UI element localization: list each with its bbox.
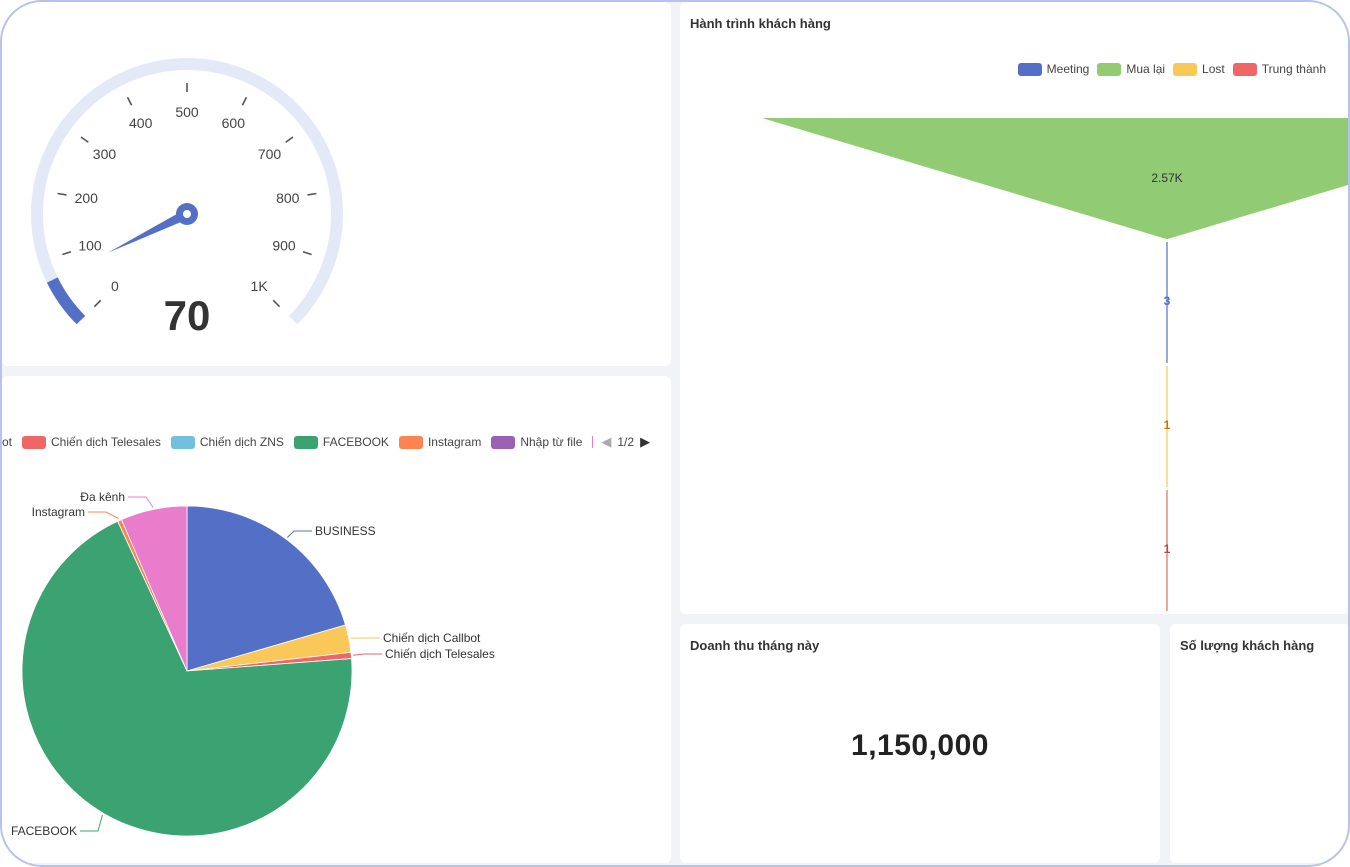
funnel-label: 2.57K — [1151, 171, 1182, 185]
funnel-label: 1 — [1164, 542, 1171, 556]
funnel-label: 3 — [1164, 294, 1171, 308]
journey-card: Hành trình khách hàng Meeting Mua lại Lost… — [680, 2, 1348, 614]
gauge-tick — [62, 250, 72, 256]
legend-swatch — [170, 435, 195, 449]
customer-count-card: Số lượng khách hàng — [1170, 624, 1348, 863]
gauge-tick-label: 900 — [272, 238, 296, 254]
legend-swatch — [22, 435, 47, 449]
journey-legend-item[interactable]: Meeting — [1017, 62, 1090, 76]
legend-swatch — [293, 435, 318, 449]
legend-label: ot — [2, 435, 13, 449]
legend-label: Instagram — [427, 435, 482, 449]
gauge-tick-label: 600 — [222, 115, 246, 131]
journey-title: Hành trình khách hàng — [690, 16, 831, 31]
pie-label-line — [353, 653, 382, 656]
pie-legend: ot Chiến dịch Telesales Chiến dịch ZNS FACE… — [2, 433, 650, 451]
gauge-tick — [80, 136, 89, 143]
gauge-tick — [126, 96, 133, 106]
gauge-tick-label: 1K — [251, 278, 269, 294]
gauge-tick-label: 800 — [276, 190, 300, 206]
journey-legend: Meeting Mua lại Lost Trung thành — [1017, 62, 1334, 76]
gauge-tick-label: 700 — [258, 146, 282, 162]
funnel-segment — [1166, 490, 1168, 611]
pie-label-line — [128, 496, 154, 508]
source-pie-chart: BUSINESS Chiến dịch Callbot Chiến dịch Tel… — [11, 490, 495, 838]
legend-page: 1/2 — [617, 435, 635, 449]
pie-legend-item[interactable]: FACEBOOK — [293, 435, 389, 449]
pie-slice-label: Instagram — [32, 505, 85, 519]
funnel-segment — [762, 118, 1348, 239]
gauge-tick — [285, 136, 294, 143]
source-pie-card: ot Chiến dịch Telesales Chiến dịch ZNS FACE… — [2, 376, 671, 863]
legend-swatch — [1097, 62, 1122, 76]
pie-label-line — [80, 814, 103, 832]
legend-next-icon[interactable]: ▶ — [640, 434, 651, 449]
legend-swatch — [398, 435, 423, 449]
gauge-tick-label: 0 — [111, 278, 119, 294]
gauge-pointer — [107, 209, 190, 253]
pie-slice-label: BUSINESS — [315, 524, 376, 538]
gauge-tick — [272, 299, 281, 308]
gauge-tick-label: 200 — [75, 190, 99, 206]
gauge-tick — [241, 96, 248, 106]
gauge-tick — [57, 192, 67, 196]
gauge-chart: 0 100 200 300 400 500 600 700 800 900 1K — [31, 58, 343, 325]
legend-label: Chiến dịch Telesales — [51, 435, 161, 449]
legend-swatch — [1232, 62, 1257, 76]
legend-prev-icon[interactable]: ◀ — [601, 434, 612, 449]
pie-slice-label: Chiến dịch Callbot — [383, 631, 481, 645]
legend-swatch — [1173, 62, 1198, 76]
pie-legend-item[interactable]: Chiến dịch ZNS — [170, 435, 284, 449]
customer-count-title: Số lượng khách hàng — [1180, 638, 1315, 653]
pie-label-line — [88, 511, 119, 520]
funnel-label: 1 — [1164, 418, 1171, 432]
legend-label: Meeting — [1046, 62, 1090, 76]
pie-slice-label: Đa kênh — [80, 490, 125, 504]
journey-legend-item[interactable]: Lost — [1173, 62, 1225, 76]
pie-slice — [120, 505, 188, 672]
gauge-track — [31, 58, 343, 325]
legend-label: Trung thành — [1261, 62, 1326, 76]
legend-label: Mua lại — [1126, 62, 1166, 76]
revenue-title: Doanh thu tháng này — [690, 638, 820, 653]
gauge-tick — [93, 299, 102, 308]
pie-label-line — [286, 530, 312, 538]
gauge-pointer-hub-center — [183, 210, 191, 218]
legend-separator — [592, 436, 594, 448]
pie-legend-item[interactable]: Nhập từ file — [491, 435, 582, 449]
legend-label: Lost — [1202, 62, 1225, 76]
funnel-segment — [1166, 366, 1168, 487]
journey-legend-item[interactable]: Mua lại — [1097, 62, 1165, 76]
pie-slice — [21, 520, 353, 837]
gauge-card: 0 100 200 300 400 500 600 700 800 900 1K 70 — [2, 2, 671, 366]
gauge-tick-label: 400 — [129, 115, 153, 131]
pie-slice-label: Chiến dịch Telesales — [385, 647, 495, 661]
gauge-tick-label: 100 — [78, 238, 102, 254]
pie-legend-item[interactable]: Chiến dịch Telesales — [22, 435, 161, 449]
journey-funnel-chart: 2.57K 3 1 1 — [762, 118, 1348, 611]
pie-legend-item[interactable]: Instagram — [398, 435, 482, 449]
pie-legend-item[interactable]: ot — [2, 435, 12, 449]
legend-label: FACEBOOK — [322, 435, 389, 449]
gauge-tick — [307, 192, 317, 196]
funnel-segment — [1166, 242, 1168, 363]
gauge-tick-label: 300 — [93, 146, 117, 162]
legend-swatch — [491, 435, 516, 449]
gauge-tick — [302, 250, 312, 256]
gauge-tick-label: 500 — [175, 104, 199, 120]
revenue-value: 1,150,000 — [851, 729, 989, 762]
pie-slice-label: FACEBOOK — [11, 824, 77, 838]
legend-swatch — [1017, 62, 1042, 76]
gauge-value: 70 — [163, 292, 211, 339]
gauge-progress — [46, 277, 86, 325]
legend-label: Chiến dịch ZNS — [199, 435, 284, 449]
journey-legend-item[interactable]: Trung thành — [1232, 62, 1326, 76]
legend-label: Nhập từ file — [520, 435, 583, 449]
revenue-card: Doanh thu tháng này 1,150,000 — [680, 624, 1160, 863]
pie-slice — [186, 505, 346, 672]
